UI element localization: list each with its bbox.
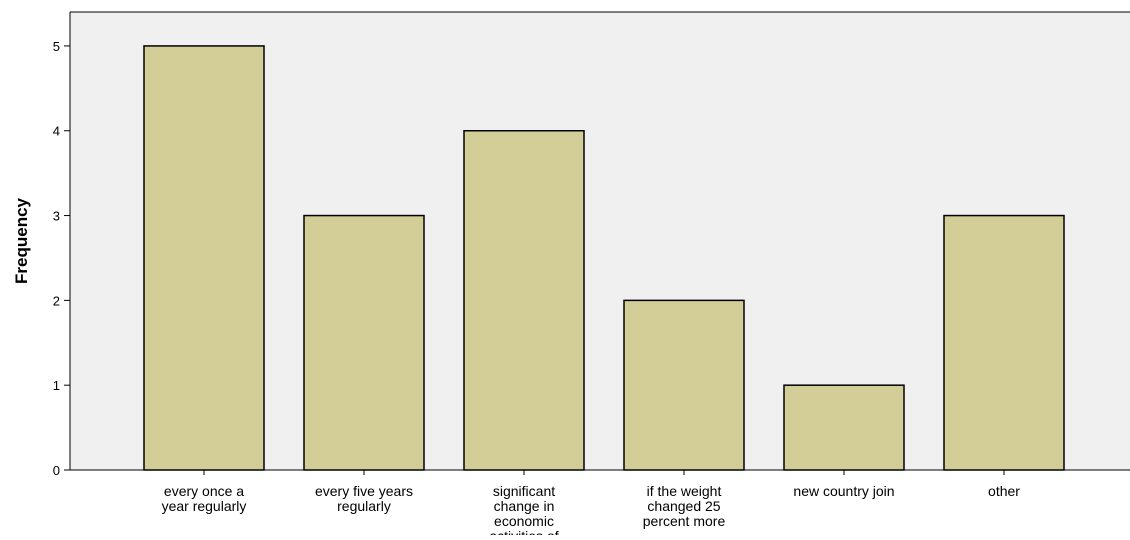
y-tick-label: 3: [53, 209, 60, 224]
y-tick-label: 5: [53, 39, 60, 54]
y-ticks-layer: 0 1 2 3 4 5: [53, 39, 70, 478]
x-category-label-line: if the weight: [647, 483, 722, 499]
x-category-label-line: percent more: [643, 513, 726, 529]
x-category-label-line: every five years: [315, 483, 413, 499]
y-tick-label: 2: [53, 293, 60, 308]
x-category-label-line: significant: [493, 483, 555, 499]
x-category-label-line: change in: [494, 498, 555, 514]
x-category-label-line: regularly: [337, 498, 391, 514]
bar: [623, 299, 745, 471]
x-category-label-line: every once a: [164, 483, 244, 499]
x-category-label-line: economic: [494, 513, 554, 529]
bars-layer: [143, 45, 1065, 471]
x-category-label: other: [988, 483, 1020, 499]
bar: [463, 129, 585, 471]
x-category-label-line: other: [988, 483, 1020, 499]
y-tick-label: 0: [53, 463, 60, 478]
x-category-label: new country join: [793, 483, 894, 499]
y-axis-title: Frequency: [12, 197, 31, 284]
x-labels-layer: every once a year regularly every five yea…: [162, 470, 1020, 540]
bar: [303, 214, 425, 471]
x-category-label-line: activities of: [489, 528, 558, 535]
bar: [783, 384, 905, 471]
bar: [943, 214, 1065, 471]
x-category-label-line: changed 25: [647, 498, 720, 514]
bar: [143, 45, 265, 471]
y-tick-label: 1: [53, 378, 60, 393]
x-category-label-line: year regularly: [162, 498, 247, 514]
x-category-label: every five years regularly: [315, 483, 413, 514]
y-tick-label: 4: [53, 124, 60, 139]
x-category-label: if the weight changed 25 percent more: [643, 483, 726, 529]
x-category-label: every once a year regularly: [162, 483, 247, 514]
x-category-label-line: new country join: [793, 483, 894, 499]
